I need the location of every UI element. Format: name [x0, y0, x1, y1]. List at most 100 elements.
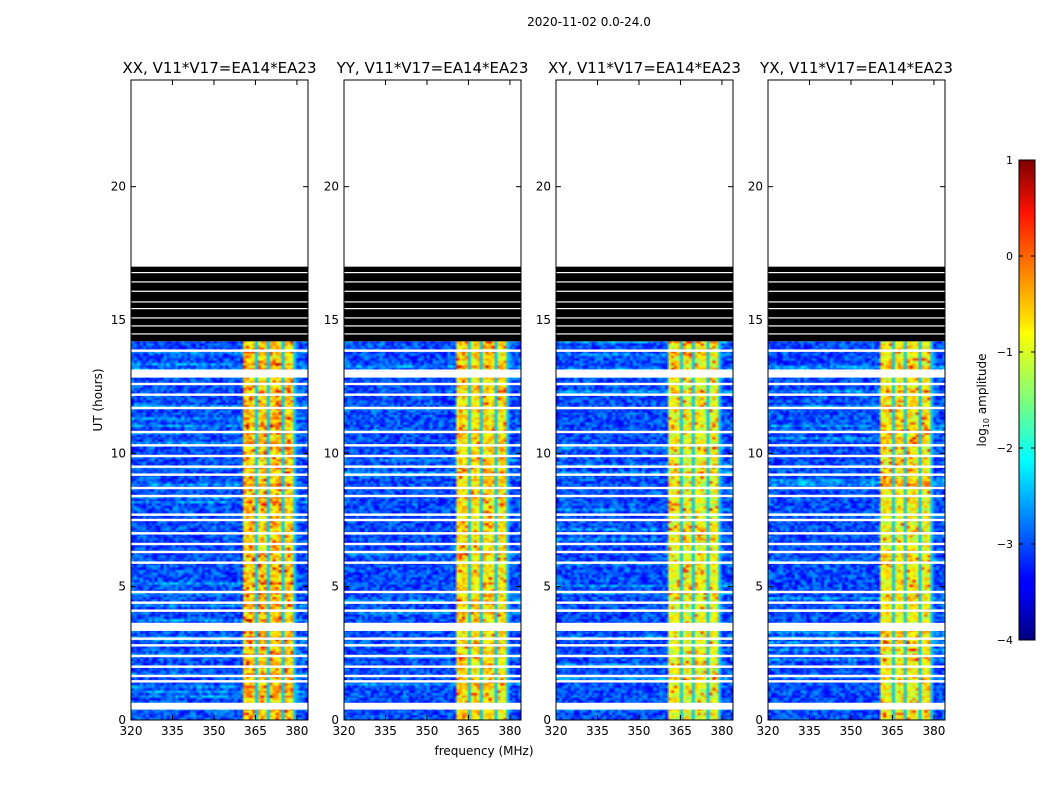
flagged-row — [344, 454, 521, 458]
flagged-block-stripe — [344, 290, 521, 292]
flagged-row — [768, 371, 945, 378]
flagged-row — [768, 349, 945, 352]
flagged-row — [344, 622, 521, 626]
flagged-row — [768, 702, 945, 706]
flagged-row — [556, 369, 733, 372]
flagged-row — [344, 430, 521, 434]
x-tick-label: 335 — [161, 724, 184, 738]
y-tick-label: 20 — [111, 180, 126, 194]
y-tick-label: 20 — [536, 180, 551, 194]
flagged-row — [768, 703, 945, 710]
flagged-block-stripe — [131, 308, 308, 310]
flagged-row — [131, 703, 308, 710]
flagged-block-stripe — [344, 333, 521, 335]
flagged-row — [768, 513, 945, 516]
flagged-block-stripe — [131, 333, 308, 335]
x-tick-label: 350 — [628, 724, 651, 738]
flagged-block-stripe — [556, 333, 733, 335]
flagged-row — [344, 665, 521, 668]
flagged-row — [768, 454, 945, 458]
flagged-row — [131, 561, 308, 564]
flagged-row — [131, 369, 308, 372]
flagged-row — [556, 550, 733, 554]
flagged-row — [768, 542, 945, 546]
flagged-block-stripe — [556, 281, 733, 283]
flagged-row — [556, 703, 733, 710]
x-tick-label: 335 — [798, 724, 821, 738]
flagged-block-stripe — [768, 333, 945, 335]
flagged-block-stripe — [131, 281, 308, 283]
x-tick-label: 380 — [710, 724, 733, 738]
y-tick-label: 5 — [543, 580, 551, 594]
flagged-row — [131, 393, 308, 396]
heatmap — [131, 80, 308, 720]
flagged-row — [344, 590, 521, 594]
x-tick-label: 365 — [881, 724, 904, 738]
flagged-row — [131, 473, 308, 476]
flagged-row — [768, 393, 945, 396]
x-tick-label: 365 — [244, 724, 267, 738]
flagged-row — [344, 625, 521, 631]
flagged-block-stripe — [768, 281, 945, 283]
flagged-row — [131, 532, 308, 535]
flagged-row — [768, 430, 945, 434]
flagged-block-stripe — [768, 317, 945, 319]
flagged-row — [344, 473, 521, 476]
x-tick-label: 320 — [333, 724, 356, 738]
flagged-row — [768, 494, 945, 498]
flagged-block-stripe — [556, 325, 733, 327]
flagged-row — [131, 542, 308, 546]
flagged-row — [768, 637, 945, 640]
x-tick-label: 350 — [203, 724, 226, 738]
flagged-row — [344, 609, 521, 612]
flagged-row — [556, 371, 733, 378]
flagged-block-stripe — [768, 325, 945, 327]
y-tick-label: 15 — [536, 313, 551, 327]
y-tick-label: 0 — [755, 713, 763, 727]
flagged-row — [131, 609, 308, 612]
flagged-row — [556, 486, 733, 490]
flagged-row — [556, 625, 733, 631]
flagged-row — [344, 406, 521, 410]
x-tick-label: 365 — [669, 724, 692, 738]
flagged-row — [131, 637, 308, 640]
flagged-row — [344, 601, 521, 604]
flagged-row — [768, 601, 945, 604]
flagged-row — [556, 644, 733, 647]
flagged-row — [131, 406, 308, 410]
flagged-row — [556, 622, 733, 626]
x-tick-label: 320 — [757, 724, 780, 738]
flagged-row — [768, 622, 945, 626]
panel-4: YX, V11*V17=EA14*EA23 320 335 350 365 380 0 5 10… — [748, 59, 953, 738]
flagged-block — [556, 266, 733, 342]
flagged-row — [556, 561, 733, 564]
flagged-row — [131, 454, 308, 458]
flagged-row — [344, 513, 521, 516]
flagged-block-stripe — [556, 290, 733, 292]
y-tick-label: 0 — [543, 713, 551, 727]
axes-frame — [343, 79, 522, 721]
flagged-block-stripe — [344, 317, 521, 319]
flagged-block — [131, 266, 308, 342]
axes-frame — [130, 79, 309, 721]
panel-1: XX, V11*V17=EA14*EA23 320 335 350 365 380 0 5 10… — [111, 59, 317, 738]
flagged-row — [344, 644, 521, 647]
flagged-block-stripe — [556, 272, 733, 274]
y-tick-label: 0 — [118, 713, 126, 727]
flagged-block-stripe — [768, 301, 945, 303]
colorbar: 1 0 −1 −2 −3 −4 log10 amplitude — [975, 154, 1036, 647]
flagged-row — [768, 590, 945, 594]
flagged-row — [131, 550, 308, 554]
flagged-row — [768, 654, 945, 658]
x-tick-label: 350 — [416, 724, 439, 738]
x-tick-label: 335 — [374, 724, 397, 738]
flagged-row — [556, 465, 733, 468]
panel-title: YY, V11*V17=EA14*EA23 — [336, 59, 529, 77]
flagged-row — [556, 513, 733, 516]
y-tick-label: 5 — [118, 580, 126, 594]
colorbar-label: log10 amplitude — [975, 354, 991, 447]
flagged-row — [344, 382, 521, 386]
flagged-row — [344, 465, 521, 468]
flagged-row — [556, 702, 733, 706]
flagged-block-stripe — [131, 325, 308, 327]
